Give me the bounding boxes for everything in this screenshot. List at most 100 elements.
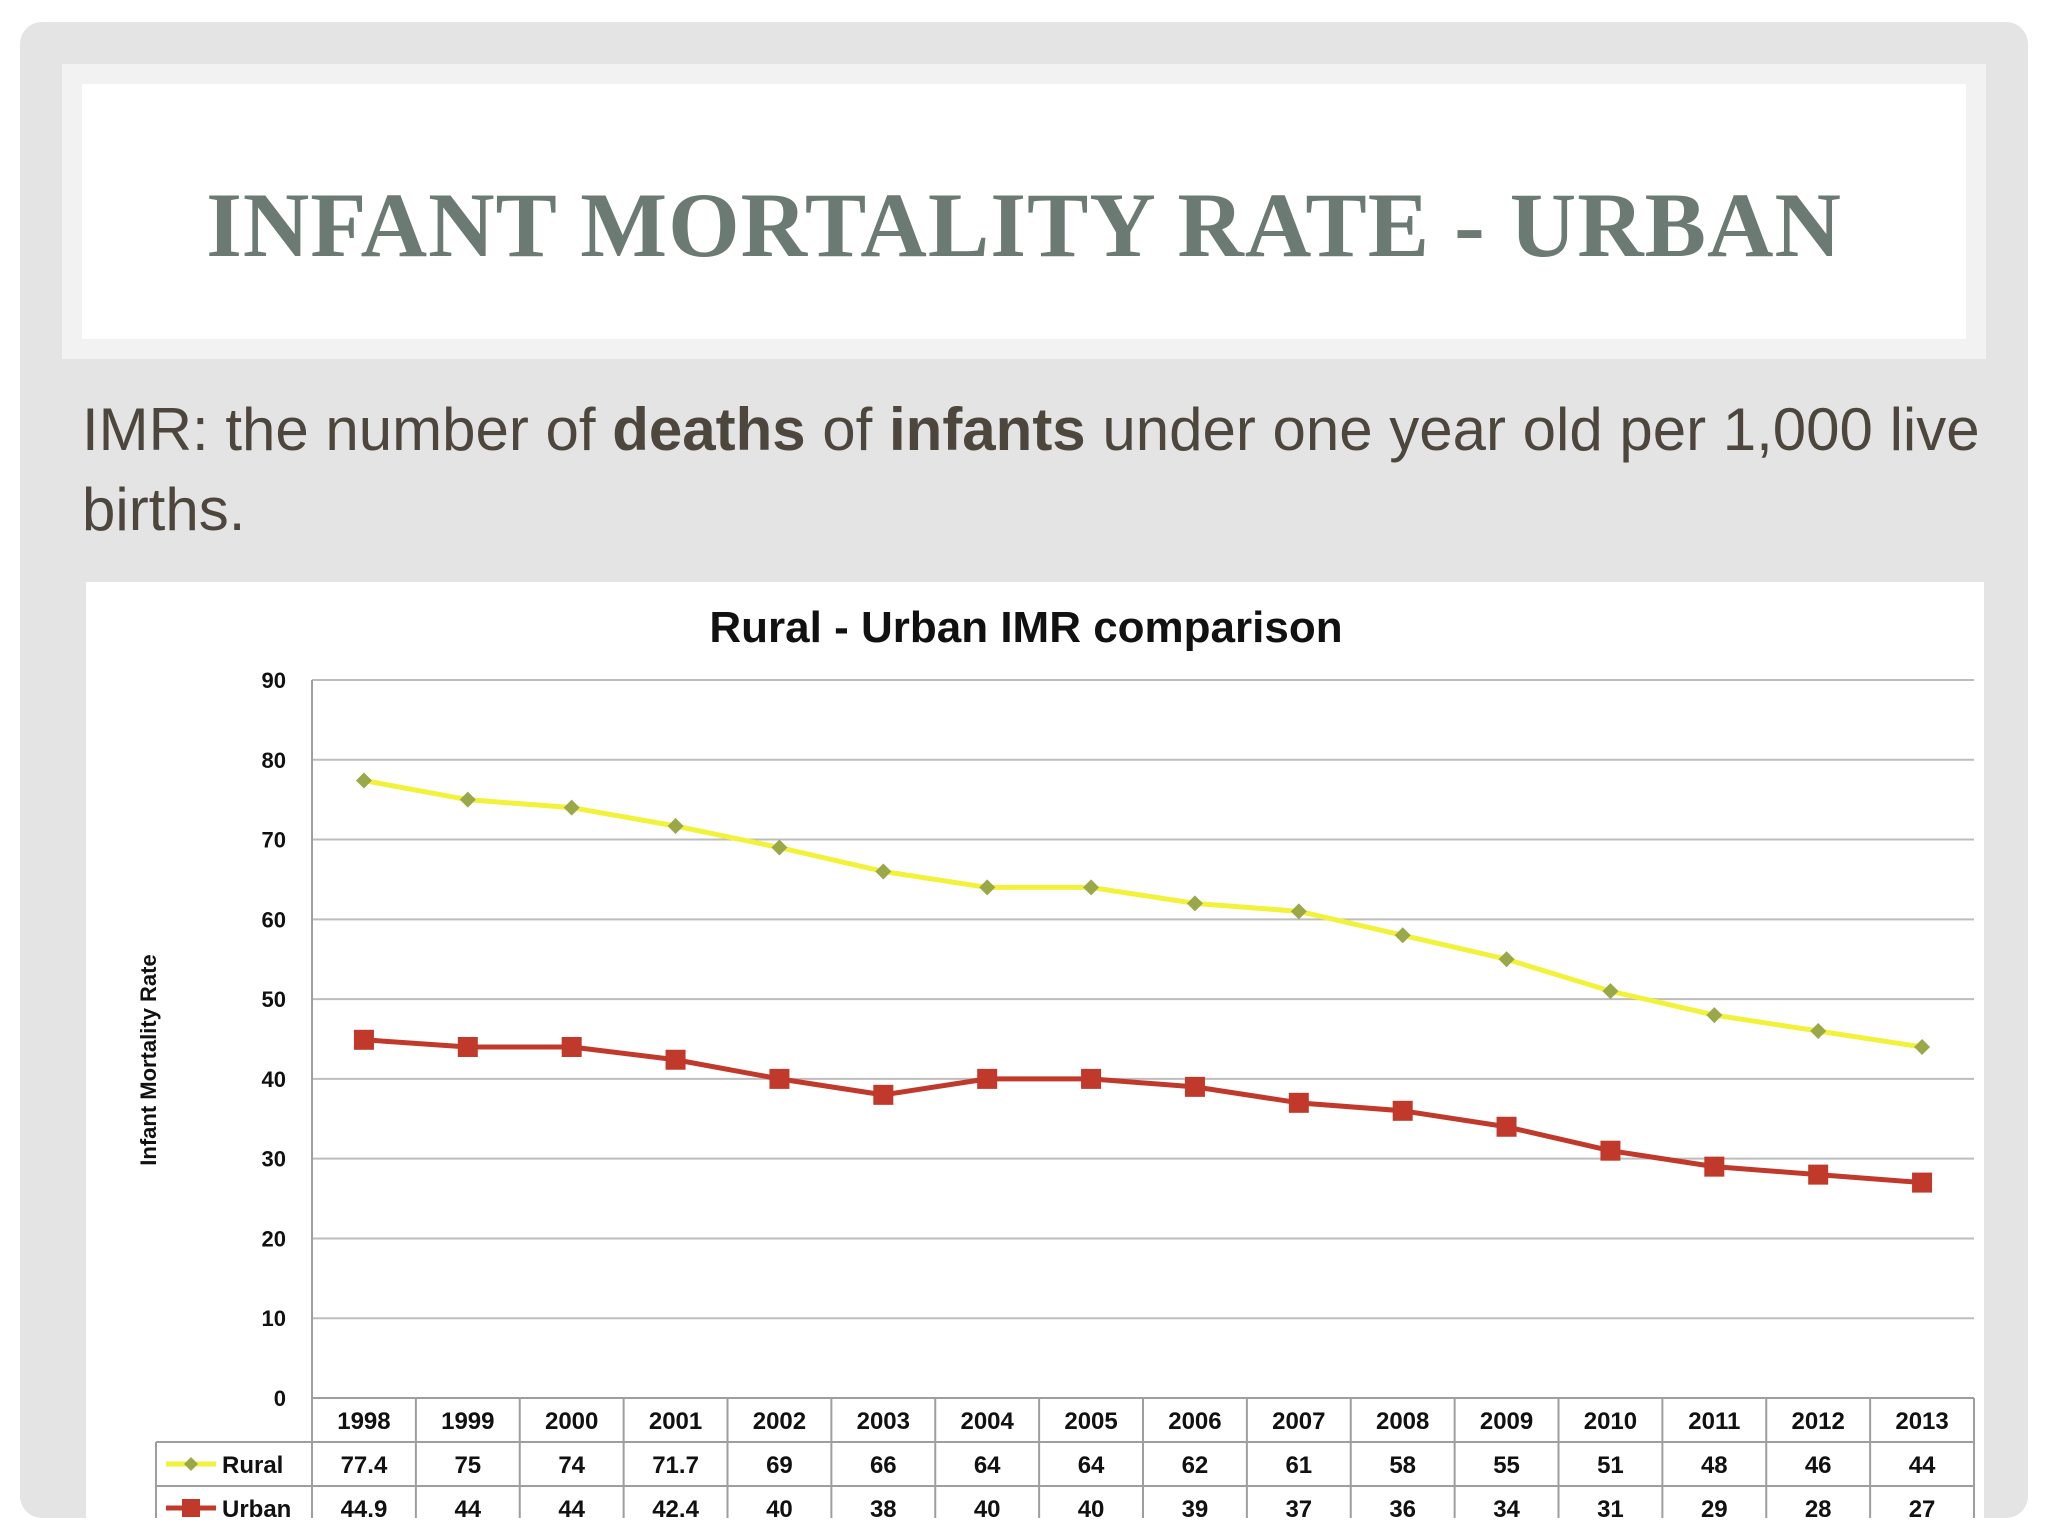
y-tick-label: 90 [262,668,286,693]
y-tick-label: 10 [262,1306,286,1331]
urban-data-label: 39 [1182,1496,1209,1518]
rural-data-label: 69 [766,1452,793,1479]
y-tick-label: 80 [262,748,286,773]
y-tick-label: 70 [262,828,286,853]
definition-text-3: under one year old per 1,000 live births… [82,396,1980,543]
x-tick-label: 2000 [545,1408,598,1435]
urban-data-label: 29 [1701,1496,1728,1518]
rural-point [979,879,996,896]
urban-point [1600,1140,1621,1161]
urban-data-label: 40 [974,1496,1001,1518]
urban-data-label: 27 [1909,1496,1936,1518]
rural-point [667,817,684,834]
urban-point [1081,1068,1102,1089]
rural-data-label: 58 [1389,1452,1416,1479]
rural-data-label: 61 [1285,1452,1312,1479]
urban-point [457,1036,478,1057]
x-tick-label: 2007 [1272,1408,1325,1435]
rural-data-label: 46 [1805,1452,1832,1479]
rural-data-label: 66 [870,1452,897,1479]
rural-point [1186,895,1203,912]
series-lines [363,778,1923,1186]
y-tick-label: 30 [262,1147,286,1172]
series-markers [353,772,1933,1193]
rural-point [1394,927,1411,944]
y-tick-label: 50 [262,987,286,1012]
x-tick-label: 2004 [960,1408,1014,1435]
x-tick-label: 2013 [1895,1408,1948,1435]
urban-data-label: 36 [1389,1496,1416,1518]
definition-text-1: IMR: the number of [82,396,613,463]
slide-background: Infant Mortality Rate - Urban IMR: the n… [20,22,2028,1518]
rural-legend-label: Rural [222,1452,283,1479]
definition-text-2: of [805,396,889,463]
urban-data-label: 37 [1285,1496,1312,1518]
urban-point [1392,1100,1413,1121]
rural-data-label: 62 [1182,1452,1209,1479]
rural-point [459,791,476,808]
y-tick-label: 0 [274,1386,286,1411]
y-tick-label: 20 [262,1226,286,1251]
definition-bold-deaths: deaths [612,396,806,463]
gridlines [311,679,1974,1399]
urban-point [1496,1116,1517,1137]
urban-data-label: 42.4 [652,1496,699,1518]
rural-point [771,839,788,856]
imr-definition: IMR: the number of deaths of infants und… [82,390,1982,550]
chart-panel: Rural - Urban IMR comparison Infant Mort… [86,582,1984,1518]
urban-data-label: 44 [558,1496,585,1518]
rural-data-label: 64 [974,1452,1001,1479]
rural-point [563,799,580,816]
rural-point [1602,983,1619,1000]
rural-data-label: 48 [1701,1452,1728,1479]
x-tick-label: 2005 [1064,1408,1117,1435]
rural-point [1706,1007,1723,1024]
rural-data-label: 74 [558,1452,585,1479]
urban-data-label: 44 [454,1496,481,1518]
urban-point [1704,1156,1725,1177]
urban-data-label: 34 [1493,1496,1520,1518]
urban-data-label: 40 [766,1496,793,1518]
x-tick-label: 2002 [753,1408,806,1435]
data-table: 1998 1999 2000 2001 2002 2003 2004 2005 2006 2007… [155,1397,1975,1518]
x-tick-label: 2012 [1791,1408,1844,1435]
rural-data-label: 51 [1597,1452,1624,1479]
x-tick-label: 2009 [1480,1408,1533,1435]
y-tick-label: 40 [262,1067,286,1092]
rural-point [1810,1023,1827,1040]
rural-data-label: 55 [1493,1452,1520,1479]
rural-point [1498,951,1515,968]
rural-point [875,863,892,880]
urban-point [1184,1076,1205,1097]
rural-point [1914,1038,1931,1055]
urban-data-label: 38 [870,1496,897,1518]
rural-point [355,772,372,789]
x-tick-label: 2006 [1168,1408,1221,1435]
urban-series-line [363,1037,1923,1186]
urban-point [769,1068,790,1089]
x-tick-label: 1999 [441,1408,494,1435]
rural-data-label: 44 [1909,1452,1936,1479]
x-tick-label: 1998 [337,1408,390,1435]
rural-data-label: 71.7 [652,1452,699,1479]
y-tick-label: 60 [262,907,286,932]
rural-series-line [363,778,1923,1050]
slide-title: Infant Mortality Rate - Urban [206,174,1842,276]
urban-data-label: 28 [1805,1496,1832,1518]
urban-point [353,1029,374,1050]
urban-legend-marker [182,1499,200,1517]
x-tick-label: 2010 [1584,1408,1637,1435]
x-tick-label: 2003 [857,1408,910,1435]
urban-data-label: 31 [1597,1496,1624,1518]
urban-point [1912,1172,1933,1193]
y-axis-label: Infant Mortality Rate [136,954,161,1165]
definition-bold-infants: infants [889,396,1086,463]
rural-legend-marker [184,1457,198,1471]
x-tick-label: 2008 [1376,1408,1429,1435]
x-tick-label: 2011 [1688,1408,1740,1435]
rural-data-label: 75 [454,1452,481,1479]
chart-title: Rural - Urban IMR comparison [709,603,1342,652]
urban-legend-label: Urban [222,1496,291,1518]
rural-point [1083,879,1100,896]
rural-data-label: 64 [1078,1452,1105,1479]
